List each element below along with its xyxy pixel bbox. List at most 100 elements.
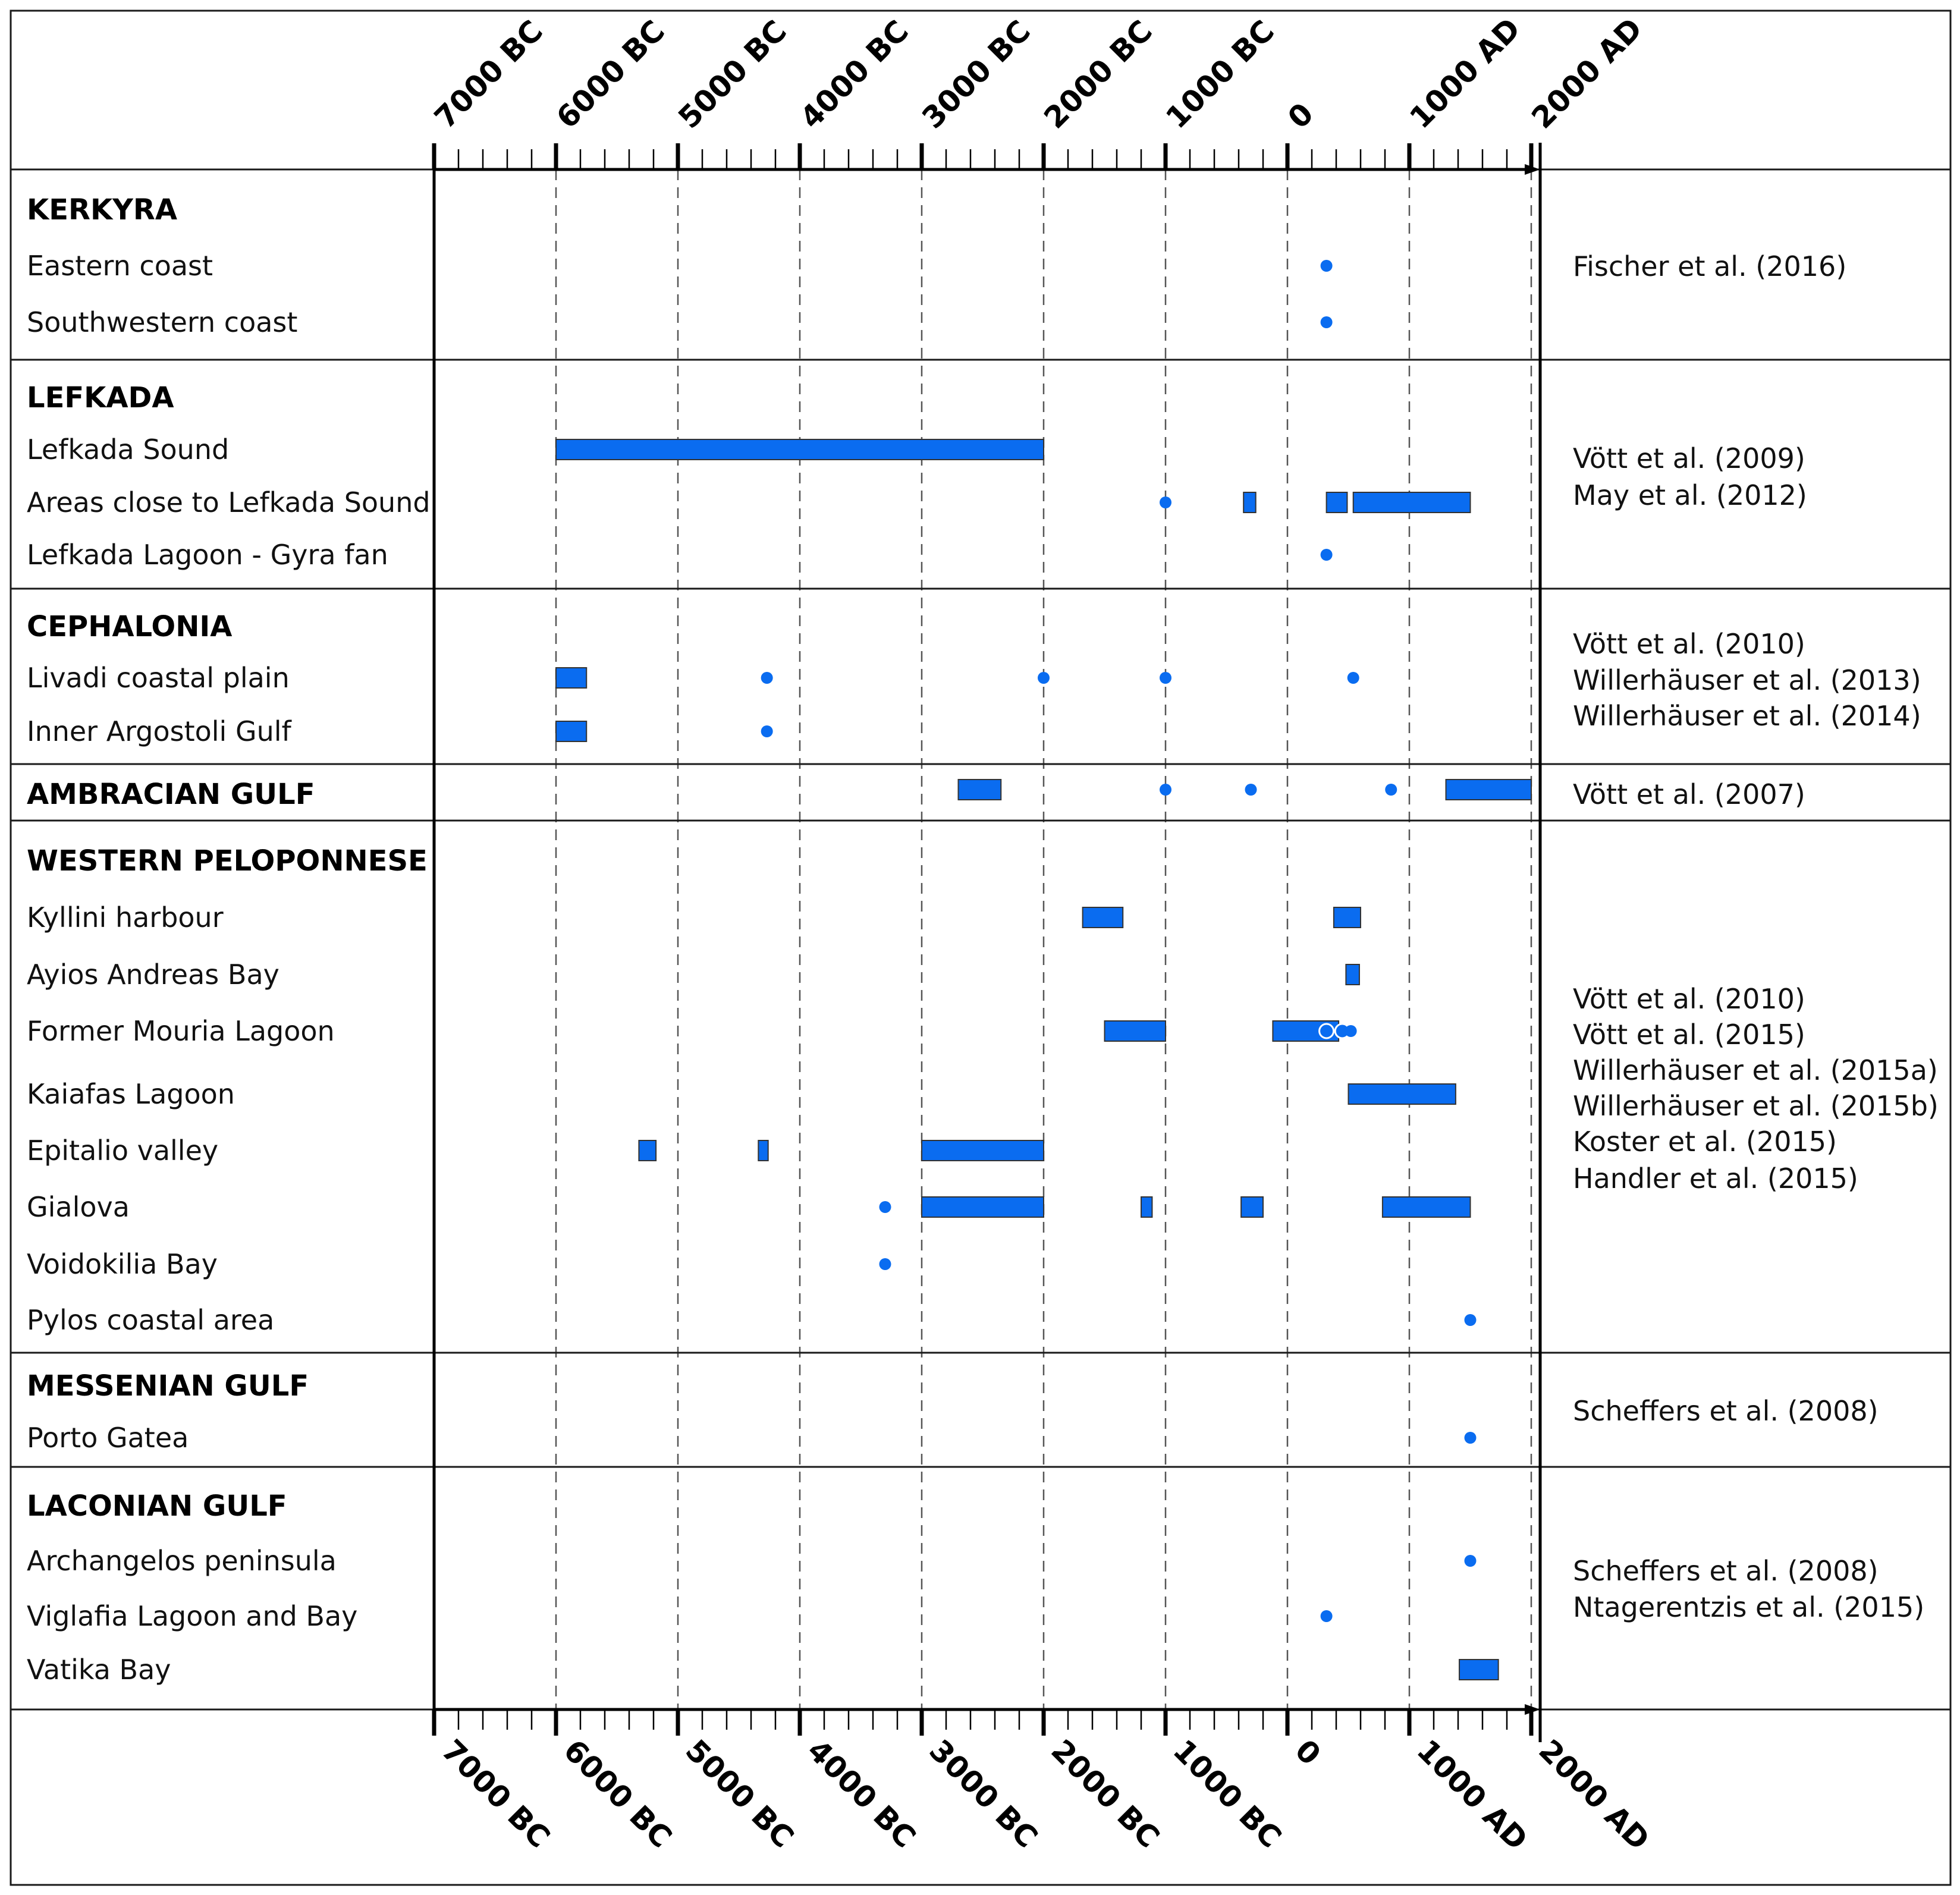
site-label: Vatika Bay xyxy=(27,1654,171,1686)
site-label: Lefkada Sound xyxy=(27,433,229,466)
reference-label: Willerhäuser et al. (2015a) xyxy=(1573,1054,1938,1086)
event-point xyxy=(1464,1555,1477,1567)
bottom-tick-label: 3000 BC xyxy=(923,1733,1045,1855)
bottom-tick-label: 4000 BC xyxy=(801,1733,923,1855)
event-bar xyxy=(1381,1196,1471,1218)
event-bar xyxy=(921,1196,1044,1218)
site-label: Kyllini harbour xyxy=(27,901,224,934)
site-label: Southwestern coast xyxy=(27,306,297,338)
site-label: Former Mouria Lagoon xyxy=(27,1015,335,1047)
top-tick-label: 5000 BC xyxy=(671,14,793,136)
reference-label: Willerhäuser et al. (2013) xyxy=(1573,664,1921,696)
site-label: Kaiafas Lagoon xyxy=(27,1078,235,1110)
top-tick-label: 6000 BC xyxy=(549,14,671,136)
site-label: Voidokilia Bay xyxy=(27,1248,218,1280)
group-title: KERKYRA xyxy=(27,193,177,227)
event-point xyxy=(1320,316,1333,328)
reference-label: Koster et al. (2015) xyxy=(1573,1126,1837,1158)
event-bar xyxy=(1240,1196,1264,1218)
event-point xyxy=(1385,784,1397,796)
reference-label: Willerhäuser et al. (2014) xyxy=(1573,700,1921,732)
site-label: Viglafia Lagoon and Bay xyxy=(27,1600,357,1632)
event-marks xyxy=(555,260,1532,1680)
bottom-tick-label: 2000 BC xyxy=(1045,1733,1167,1855)
reference-label: Fischer et al. (2016) xyxy=(1573,250,1846,282)
reference-label: Vött et al. (2015) xyxy=(1573,1019,1805,1051)
event-bar xyxy=(1459,1659,1499,1680)
event-point xyxy=(1320,1610,1333,1622)
event-bar xyxy=(758,1140,769,1161)
bottom-tick-label: 5000 BC xyxy=(679,1733,801,1855)
top-tick-label: 0 xyxy=(1281,96,1320,136)
event-point xyxy=(1320,549,1333,561)
top-tick-label: 4000 BC xyxy=(793,14,915,136)
event-open-point xyxy=(1318,1023,1335,1039)
reference-label: May et al. (2012) xyxy=(1573,479,1807,511)
event-bar xyxy=(555,721,588,742)
event-point xyxy=(1464,1314,1477,1326)
reference-labels: Fischer et al. (2016) Vött et al. (2009) M… xyxy=(1573,250,1939,1623)
group-title: CEPHALONIA xyxy=(27,610,232,643)
bottom-tick-label: 2000 AD xyxy=(1532,1733,1656,1856)
event-bar xyxy=(921,1140,1044,1161)
event-point xyxy=(1347,672,1359,684)
site-label: Pylos coastal area xyxy=(27,1304,274,1336)
event-bar xyxy=(1325,492,1348,513)
event-bar xyxy=(1333,907,1361,928)
reference-label: Scheffers et al. (2008) xyxy=(1573,1395,1879,1427)
site-label: Ayios Andreas Bay xyxy=(27,959,279,991)
event-bar xyxy=(1243,492,1257,513)
reference-label: Vött et al. (2009) xyxy=(1573,442,1805,474)
event-point xyxy=(1038,672,1050,684)
top-tick-label: 3000 BC xyxy=(915,14,1037,136)
event-point xyxy=(1245,784,1257,796)
event-point xyxy=(761,672,773,684)
site-label: Archangelos peninsula xyxy=(27,1545,337,1577)
site-label: Livadi coastal plain xyxy=(27,662,290,694)
event-bar xyxy=(957,779,1002,800)
top-tick-label: 7000 BC xyxy=(428,14,549,136)
site-label: Gialova xyxy=(27,1191,130,1223)
reference-label: Scheffers et al. (2008) xyxy=(1573,1555,1879,1587)
group-title: LEFKADA xyxy=(27,381,174,414)
top-tick-label: 1000 BC xyxy=(1159,14,1281,136)
site-label: Areas close to Lefkada Sound xyxy=(27,486,431,518)
event-point xyxy=(1464,1432,1477,1444)
reference-label: Ntagerentzis et al. (2015) xyxy=(1573,1591,1924,1623)
reference-label: Vött et al. (2010) xyxy=(1573,983,1805,1015)
outer-frame xyxy=(10,10,1952,1886)
event-bar xyxy=(638,1140,657,1161)
reference-label: Handler et al. (2015) xyxy=(1573,1162,1858,1195)
top-tick-label: 2000 BC xyxy=(1037,14,1159,136)
top-tick-label: 1000 AD xyxy=(1403,11,1526,135)
event-bar xyxy=(1104,1020,1166,1042)
time-axes: 7000 BC 6000 BC 5000 BC 4000 BC 3000 BC 2000 … xyxy=(428,11,1656,1857)
event-point xyxy=(1160,784,1171,796)
section-separators xyxy=(11,168,1950,1711)
top-tick-label: 2000 AD xyxy=(1525,11,1648,135)
event-bar xyxy=(555,439,1044,460)
bottom-tick-label: 7000 BC xyxy=(435,1733,557,1855)
event-bar xyxy=(1141,1196,1153,1218)
site-label: Eastern coast xyxy=(27,250,213,282)
event-point xyxy=(1345,1025,1357,1037)
event-bar xyxy=(1082,907,1124,928)
reference-label: Vött et al. (2007) xyxy=(1573,778,1805,810)
event-point xyxy=(1160,672,1171,684)
event-bar xyxy=(1352,492,1471,513)
site-label: Epitalio valley xyxy=(27,1135,218,1167)
event-point xyxy=(1160,496,1171,508)
reference-label: Vött et al. (2010) xyxy=(1573,628,1805,660)
group-title: AMBRACIAN GULF xyxy=(27,778,315,811)
group-title: LACONIAN GULF xyxy=(27,1489,287,1523)
event-bar xyxy=(555,667,588,689)
event-point xyxy=(761,725,773,737)
group-title: WESTERN PELOPONNESE xyxy=(27,844,428,878)
row-labels: KERKYRA Eastern coast Southwestern coast LE… xyxy=(27,193,431,1686)
event-point xyxy=(1320,260,1333,272)
bottom-tick-label: 6000 BC xyxy=(557,1733,679,1855)
grid-lines xyxy=(555,169,1532,1709)
site-label: Lefkada Lagoon - Gyra fan xyxy=(27,539,388,571)
event-point xyxy=(879,1258,891,1270)
